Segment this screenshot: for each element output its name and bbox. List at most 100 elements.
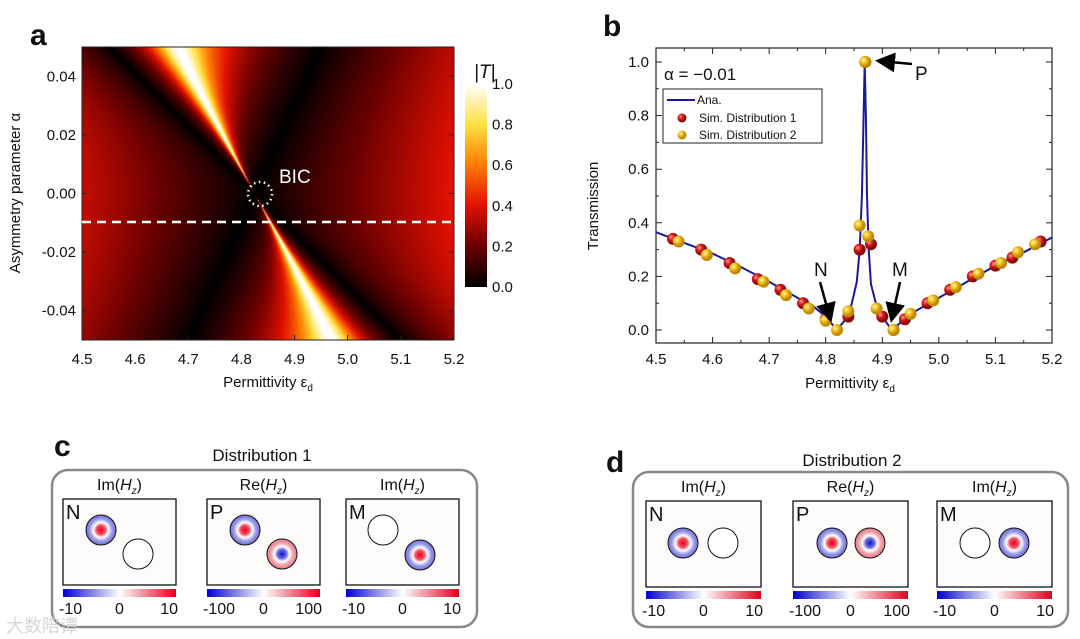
- heatmap-transmission: [82, 47, 454, 340]
- colorbar-min: -100: [203, 601, 235, 618]
- distribution-title: Distribution 1: [212, 446, 311, 465]
- x-tick-label: 4.5: [646, 351, 667, 368]
- field-symbol: H: [265, 477, 277, 494]
- paren: ): [1012, 479, 1017, 496]
- heatmap-colorbar: [465, 84, 487, 287]
- resonator-empty: [122, 538, 154, 570]
- field-map-point-label: M: [349, 502, 366, 524]
- colorbar-tick-label: 1.0: [492, 76, 513, 93]
- data-point-dist2: [802, 302, 815, 315]
- x-tick-label: 5.2: [444, 351, 465, 368]
- colorbar-tick-label: 0.0: [492, 279, 513, 296]
- colorbar-zero: 0: [846, 603, 855, 620]
- y-tick-label: 0.4: [628, 215, 649, 232]
- resonator-empty: [367, 514, 399, 546]
- y-tick-label: 0.00: [47, 186, 76, 203]
- quantity: Im: [97, 477, 115, 494]
- resonator-field: [85, 514, 117, 546]
- data-point-dist2: [972, 267, 985, 280]
- colorbar-max: 10: [1036, 603, 1054, 620]
- field-symbol: H: [120, 477, 132, 494]
- alpha-annotation: α = −0.01: [664, 65, 736, 84]
- colorbar-tick-label: 0.4: [492, 198, 513, 215]
- resonator-field: [816, 527, 848, 559]
- resonator-field: [404, 539, 436, 571]
- legend-box: [662, 88, 823, 144]
- colorbar-tick-label: 0.8: [492, 117, 513, 134]
- field-subscript: z: [715, 488, 721, 499]
- legend-swatch-dist1: [677, 113, 687, 123]
- distribution-box: [631, 470, 1070, 629]
- field-subscript: z: [414, 486, 420, 497]
- arrow-m: [885, 281, 906, 323]
- colorbar-min: -10: [933, 603, 956, 620]
- data-point-dist2: [780, 289, 793, 302]
- paren: ): [137, 477, 142, 494]
- x-tick-label: 4.9: [872, 351, 893, 368]
- legend-label-ana: Ana.: [697, 93, 722, 107]
- y-tick-label: 0.0: [628, 322, 649, 339]
- legend-label-dist1: Sim. Distribution 1: [699, 111, 797, 125]
- data-point-dist2: [862, 230, 875, 243]
- x-tick-label: 4.6: [702, 351, 723, 368]
- distribution-title: Distribution 2: [802, 451, 901, 470]
- field-symbol: H: [852, 479, 864, 496]
- field-map-title: Im(Hz): [380, 477, 425, 497]
- data-point-dist2: [1012, 246, 1025, 259]
- x-tick-label: 4.7: [759, 351, 780, 368]
- data-point-dist2: [757, 275, 770, 288]
- resonator-field: [667, 527, 699, 559]
- field-map-title: Re(Hz): [827, 479, 875, 499]
- legend-label-dist2: Sim. Distribution 2: [699, 128, 797, 142]
- data-point-dist2: [700, 248, 713, 261]
- colorbar-min: -10: [342, 601, 365, 618]
- resonator-field: [266, 538, 298, 570]
- point-label-p: P: [915, 64, 928, 85]
- resonator-empty: [959, 527, 991, 559]
- data-point-dist2: [729, 262, 742, 275]
- resonator-field: [854, 527, 886, 559]
- field-symbol: H: [995, 479, 1007, 496]
- data-point-dist2: [853, 219, 866, 232]
- legend-swatch-dist2: [677, 130, 687, 140]
- point-label-m: M: [892, 260, 908, 281]
- x-tick-label: 4.5: [72, 351, 93, 368]
- plot-xlabel: Permittivity εd: [805, 375, 895, 395]
- data-point-dist2: [995, 257, 1008, 269]
- y-tick-label: 0.8: [628, 108, 649, 125]
- x-tick-label: 4.7: [178, 351, 199, 368]
- resonator-empty: [707, 527, 739, 559]
- panel-label-a: a: [30, 19, 47, 52]
- field-map-title: Im(Hz): [681, 479, 726, 499]
- field-colorbar: [646, 591, 761, 599]
- field-map-frame: [62, 498, 177, 586]
- x-tick-label: 5.0: [928, 351, 949, 368]
- x-tick-label: 4.8: [815, 351, 836, 368]
- field-colorbar: [793, 591, 908, 599]
- field-map-title: Re(Hz): [240, 477, 288, 497]
- paren: (: [115, 477, 121, 494]
- data-point-dist2: [859, 56, 872, 68]
- data-point-dist2: [842, 305, 855, 318]
- quantity: Re: [240, 477, 261, 494]
- colorbar-max: 10: [443, 601, 461, 618]
- paren: ): [869, 479, 874, 496]
- field-symbol: H: [704, 479, 716, 496]
- colorbar-zero: 0: [115, 601, 124, 618]
- x-tick-label: 4.9: [284, 351, 305, 368]
- paren: (: [260, 477, 266, 494]
- field-map-frame: [645, 500, 762, 588]
- colorbar-zero: 0: [398, 601, 407, 618]
- legend: Ana. Sim. Distribution 1 Sim. Distributi…: [662, 88, 823, 144]
- colorbar-zero: 0: [990, 603, 999, 620]
- paren: ): [282, 477, 287, 494]
- field-subscript: z: [1006, 488, 1012, 499]
- field-map-point-label: M: [940, 504, 957, 526]
- field-symbol: H: [403, 477, 415, 494]
- paren: (: [699, 479, 705, 496]
- data-point-dist2: [887, 324, 900, 336]
- quantity: Im: [681, 479, 699, 496]
- paren: ): [721, 479, 726, 496]
